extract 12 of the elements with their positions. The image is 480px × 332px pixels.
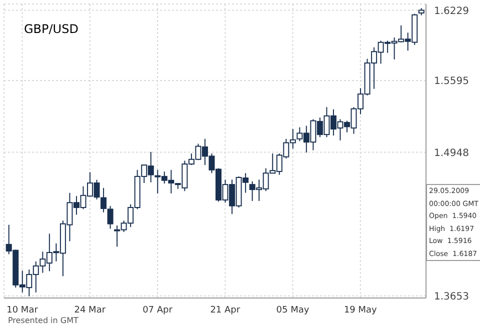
- y-tick-label: 1.4948: [434, 148, 469, 159]
- y-tick-label: 1.5595: [434, 76, 469, 88]
- y-tick-label: 1.6229: [434, 6, 469, 17]
- y-tick-label: 1.3653: [434, 291, 469, 302]
- x-tick-label: 05 May: [276, 305, 310, 316]
- x-tick-label: 07 Apr: [142, 305, 173, 316]
- x-tick-label: 24 Mar: [74, 305, 106, 316]
- x-tick-label: 21 Apr: [210, 305, 240, 316]
- x-tick-label: 19 May: [344, 305, 378, 316]
- x-tick-label: 10 Mar: [6, 305, 38, 316]
- text: Presented in GMT: [8, 316, 78, 325]
- text: GBP/USD: [24, 22, 78, 36]
